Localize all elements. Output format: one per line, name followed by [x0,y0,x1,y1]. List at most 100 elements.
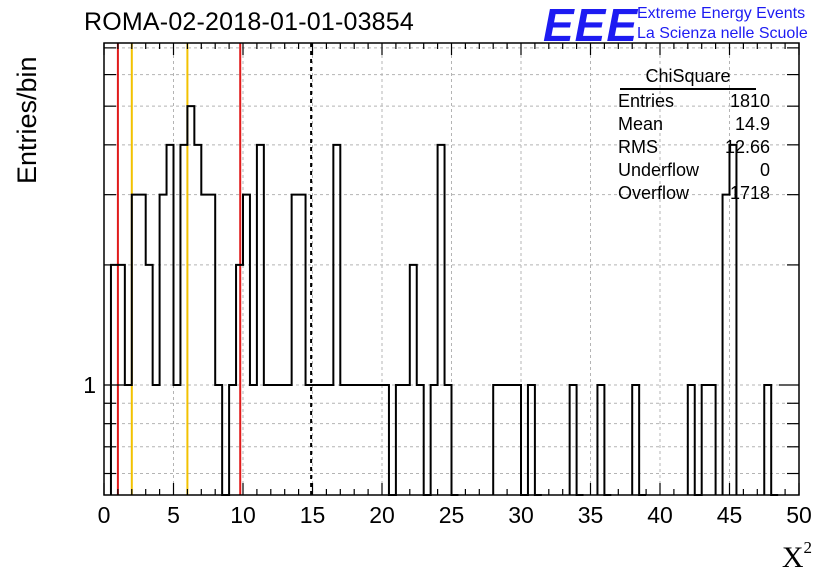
histogram-bin [340,385,347,495]
histogram-bin [139,195,146,495]
x-tick-label: 0 [98,502,111,528]
stats-row-rms: RMS 12.66 [612,136,770,159]
histogram-bin [313,385,320,495]
x-tick-label: 15 [300,502,326,528]
histogram-bin [632,385,639,495]
histogram-bin [361,385,368,495]
stats-value: 12.66 [724,137,770,157]
histogram-bin [500,385,507,495]
histogram-bin [271,385,278,495]
histogram-bin [167,145,174,495]
histogram-bin [174,385,181,495]
histogram-bin [438,145,445,495]
histogram-bin [347,385,354,495]
stats-row-mean: Mean 14.9 [612,113,770,136]
histogram-bin [111,265,118,495]
histogram-bin [201,195,208,495]
histogram-bin [417,385,424,495]
histogram-bin [597,385,604,495]
histogram-bin [153,385,160,495]
y-axis-title: Entries/bin [8,56,42,212]
stats-label: Overflow [618,183,690,203]
histogram-bin [236,265,243,495]
stats-box: ChiSquare Entries 1810 Mean 14.9 RMS 12.… [612,66,770,205]
stats-label: RMS [618,137,658,157]
histogram-bin [215,385,222,495]
histogram-bin [410,265,417,495]
histogram-bin [160,195,167,495]
histogram-bin [326,385,333,495]
x-tick-label: 25 [439,502,465,528]
histogram-bin [507,385,514,495]
histogram-bin [264,385,271,495]
y-axis-label: Entries/bin [12,56,42,184]
histogram-bin [208,195,215,495]
logo-tagline-2: La Scienza nelle Scuole [637,25,808,42]
stats-value: 1810 [729,91,770,111]
x-tick-label: 30 [508,502,534,528]
x-axis-label-superscript: 2 [803,538,813,557]
histogram-bin [688,385,695,495]
histogram-bin [180,145,187,495]
x-tick-label: 35 [578,502,604,528]
x-axis-title: X2 [782,538,812,575]
x-tick-labels: 0 5 10 15 20 25 30 35 40 45 50 1 [83,372,812,528]
stats-value: 1718 [729,183,770,203]
stats-label: Mean [618,114,664,134]
histogram-bin [368,385,375,495]
histogram-bin [514,385,521,495]
histogram-bin [382,385,389,495]
stats-title: ChiSquare [620,66,756,90]
histogram-bin [278,385,285,495]
histogram-bin [354,385,361,495]
plot-title: ROMA-02-2018-01-01-03854 [84,8,414,36]
stats-value: 14.9 [734,114,770,134]
x-axis-label: X [781,541,804,574]
histogram-bin [132,195,139,495]
grid-lines [104,43,799,495]
histogram-bin [528,385,535,495]
histogram-bin [445,385,452,495]
x-tick-label: 40 [647,502,673,528]
histogram-bin [257,145,264,495]
histogram-bin [250,385,257,495]
histogram-bin [125,385,132,495]
histogram-bin [396,385,403,495]
x-tick-label: 50 [786,502,812,528]
histogram-bin [570,385,577,495]
histogram-bin [431,385,438,495]
histogram-bin [118,265,125,495]
stats-label: Underflow [618,160,700,180]
histogram-bin [194,145,201,495]
histogram-bin [299,195,306,495]
histogram-bin [306,385,313,495]
histogram-bin [702,385,709,495]
histogram-bin [493,385,500,495]
histogram-bin [187,106,194,495]
x-tick-label: 45 [717,502,743,528]
stats-row-entries: Entries 1810 [612,90,770,113]
histogram-bin [292,195,299,495]
y-tick-label: 1 [83,372,96,398]
histogram-bin [243,195,250,495]
histogram-bin [403,385,410,495]
stats-label: Entries [618,91,675,111]
axes [103,42,800,496]
stats-row-overflow: Overflow 1718 [612,182,770,205]
x-tick-label: 5 [167,502,180,528]
x-tick-label: 20 [369,502,395,528]
histogram-bin [319,385,326,495]
stats-row-underflow: Underflow 0 [612,159,770,182]
histogram-bin [285,385,292,495]
x-tick-label: 10 [230,502,256,528]
stats-value: 0 [759,160,770,180]
logo-tagline-1: Extreme Energy Events [637,5,806,22]
eee-logo-mark: EEE [543,0,639,51]
histogram-bin [229,385,236,495]
histogram-bin [375,385,382,495]
histogram-bin [333,145,340,495]
histogram-bin [709,385,716,495]
histogram-bin [764,385,771,495]
histogram-bin [146,265,153,495]
